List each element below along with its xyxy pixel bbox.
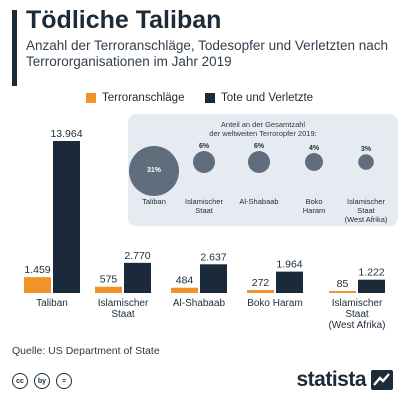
inset-heading-line: der weltweiten Terroropfer 2019:	[209, 129, 317, 138]
inset-heading-line: Anteil an der Gesamtzahl	[220, 120, 306, 129]
license-icons: cc by =	[12, 373, 72, 389]
share-value-label: 31%	[147, 167, 162, 174]
cc-icon[interactable]: cc	[12, 373, 28, 389]
bar-value-label: 575	[100, 274, 118, 286]
bubble-chart: 31%Taliban6%IslamischerStaat6%Al-Shabaab…	[129, 143, 388, 224]
category-label: Boko Haram	[247, 298, 303, 309]
bar-value-label: 85	[337, 278, 349, 290]
share-bubble	[248, 151, 270, 173]
share-category-label: Islamischer	[185, 197, 223, 206]
legend-label-attacks: Terroranschläge	[102, 92, 185, 104]
share-category-label: Haram	[303, 206, 326, 215]
legend-label-casualties: Tote und Verletzte	[221, 92, 314, 104]
legend-swatch-attacks	[86, 93, 96, 103]
bar-attacks	[24, 277, 51, 293]
bar-value-label: 2.637	[200, 251, 226, 263]
brand-name: statista	[296, 368, 366, 391]
share-value-label: 6%	[254, 143, 265, 150]
share-category-label: Islamischer	[347, 197, 385, 206]
share-category-label: Staat	[195, 206, 213, 215]
bar-casualties	[358, 279, 385, 293]
bar-value-label: 2.770	[124, 250, 150, 262]
bar-attacks	[95, 286, 122, 293]
category-label: (West Afrika)	[328, 320, 385, 331]
chart-title: Tödliche Taliban	[26, 6, 222, 34]
attribution-icon[interactable]: by	[34, 373, 50, 389]
share-category-label: Boko	[305, 197, 322, 206]
bar-casualties	[124, 262, 151, 293]
share-category-label: Staat	[357, 206, 375, 215]
legend-item-attacks: Terroranschläge	[86, 92, 184, 104]
bar-value-label: 484	[176, 275, 194, 287]
category-label: Islamischer	[332, 298, 383, 309]
bar-attacks	[329, 291, 356, 293]
category-label: Staat	[345, 309, 369, 320]
share-value-label: 6%	[199, 143, 210, 150]
share-bubble	[358, 154, 374, 170]
inset-heading: Anteil an der Gesamtzahl der weltweiten T…	[128, 120, 398, 138]
bar-chart: 1.45913.964Taliban5752.770IslamischerSta…	[24, 128, 386, 331]
share-category-label: Taliban	[142, 197, 166, 206]
share-bubble	[129, 146, 179, 196]
bar-casualties	[200, 264, 227, 293]
bar-value-label: 1.964	[276, 259, 302, 271]
share-category-label: Al-Shabaab	[239, 197, 278, 206]
statista-logo[interactable]: statista	[296, 368, 393, 392]
legend: Terroranschläge Tote und Verletzte	[0, 92, 405, 108]
bar-attacks	[171, 287, 198, 293]
share-value-label: 4%	[309, 145, 320, 152]
chart-subtitle: Anzahl der Terroranschläge, Todesopfer u…	[26, 38, 388, 69]
category-label: Islamischer	[98, 298, 149, 309]
bar-attacks	[247, 290, 274, 293]
bar-value-label: 272	[252, 277, 270, 289]
category-label: Staat	[111, 309, 135, 320]
share-inset: Anteil an der Gesamtzahl der weltweiten T…	[128, 114, 398, 226]
bar-casualties	[276, 271, 303, 293]
source-note: Quelle: US Department of State	[12, 345, 160, 357]
share-bubble	[305, 153, 323, 171]
bar-value-label: 1.222	[358, 267, 384, 279]
legend-item-casualties: Tote und Verletzte	[205, 92, 313, 104]
share-category-label: (West Afrika)	[345, 215, 388, 224]
bar-casualties	[53, 141, 80, 293]
share-bubble	[193, 151, 215, 173]
title-accent-bar	[12, 10, 17, 86]
statista-mark-icon	[371, 370, 393, 390]
bar-value-label: 13.964	[50, 128, 82, 140]
category-label: Al-Shabaab	[173, 298, 226, 309]
legend-swatch-casualties	[205, 93, 215, 103]
no-derivatives-icon[interactable]: =	[56, 373, 72, 389]
share-value-label: 3%	[361, 146, 372, 153]
category-label: Taliban	[36, 298, 68, 309]
bar-value-label: 1.459	[24, 264, 50, 276]
